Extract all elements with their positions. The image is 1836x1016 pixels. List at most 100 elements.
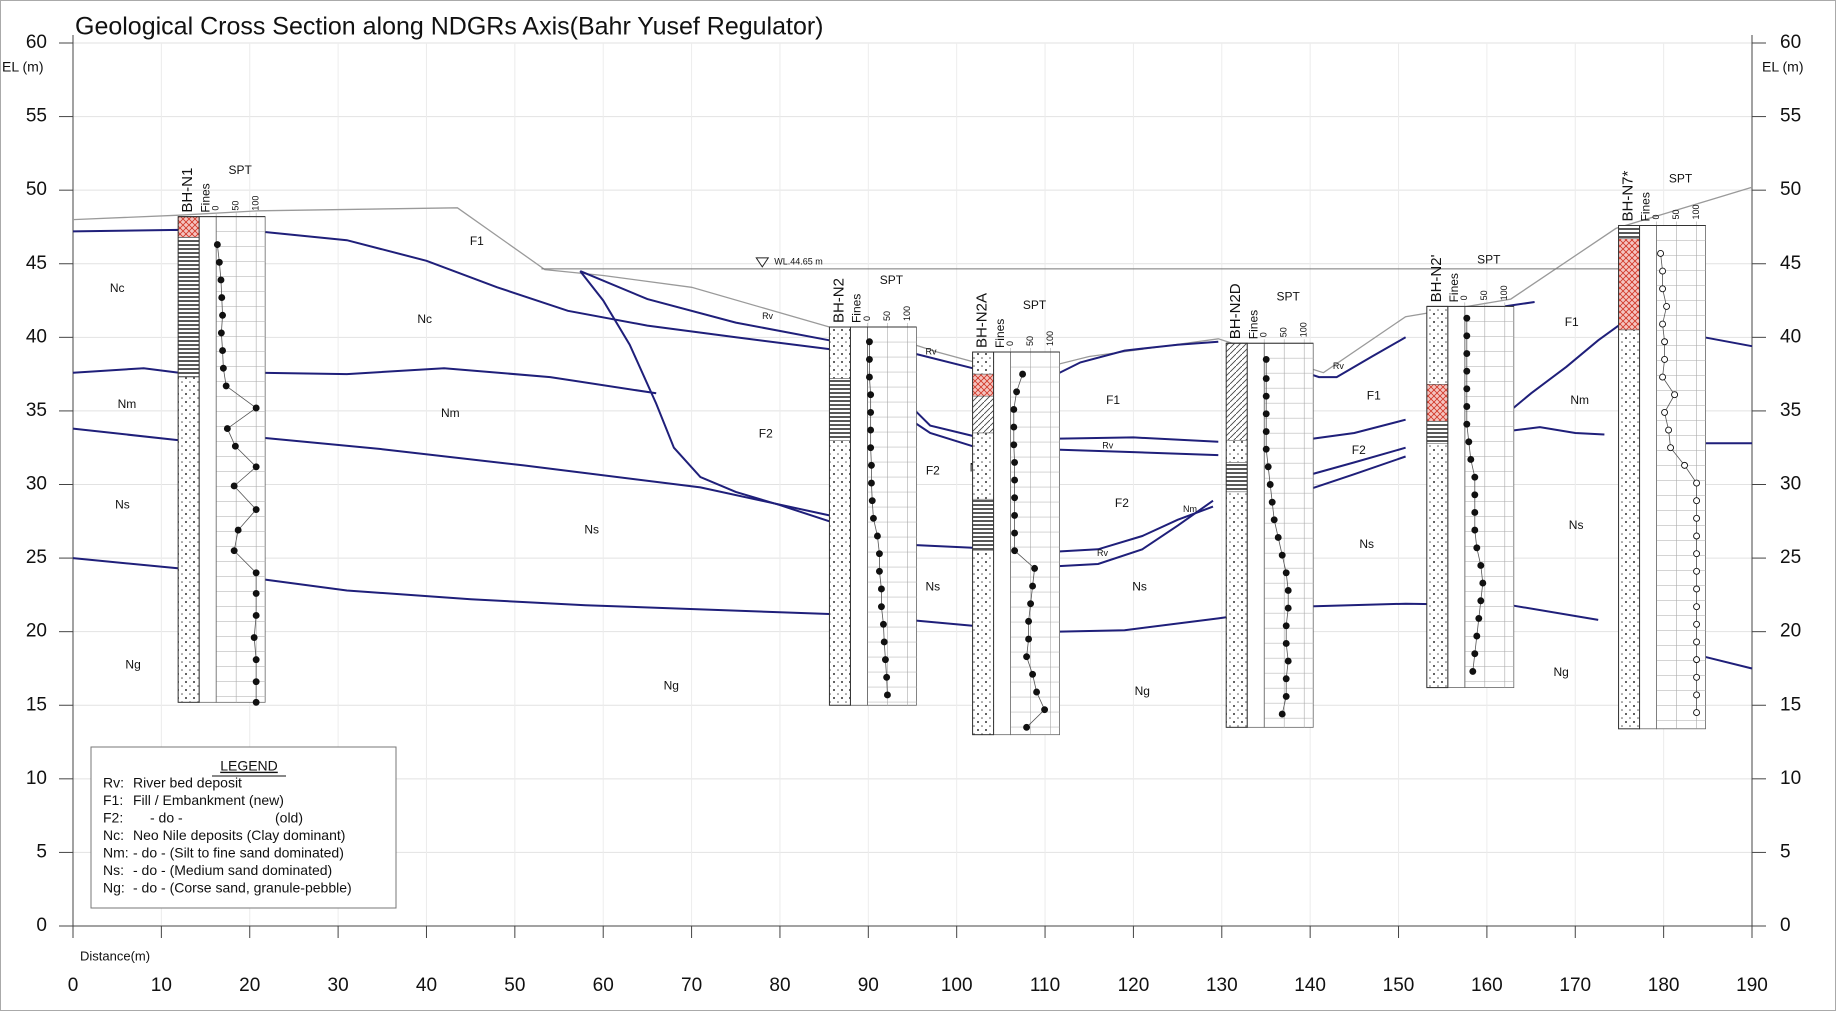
spt-point — [1267, 482, 1273, 488]
borehole: 050100BH-N2DFinesSPT — [1226, 283, 1313, 727]
log-layer — [178, 237, 199, 377]
layer-label: F2 — [926, 463, 940, 477]
x-tick-label: 20 — [239, 975, 260, 996]
borehole: 050100BH-N2FinesSPT — [829, 273, 916, 705]
spt-point — [1263, 356, 1269, 362]
spt-point — [1480, 580, 1486, 586]
spt-point — [1263, 429, 1269, 435]
y2-tick-label: 45 — [1780, 253, 1801, 274]
spt-point — [868, 480, 874, 486]
y2-tick-label: 30 — [1780, 474, 1801, 495]
fines-column — [1247, 343, 1264, 727]
spt-point — [253, 699, 259, 705]
borehole-name: BH-N2A — [974, 293, 991, 348]
spt-point — [1682, 462, 1688, 468]
spt-point — [876, 551, 882, 557]
spt-point — [1028, 601, 1034, 607]
spt-point — [1660, 374, 1666, 380]
spt-point — [253, 570, 259, 576]
x-tick-label: 50 — [504, 975, 525, 996]
fines-label: Fines — [198, 183, 212, 212]
y-tick-label: 50 — [26, 179, 47, 200]
spt-point — [1030, 583, 1036, 589]
y2-tick-label: 40 — [1780, 326, 1801, 347]
y2-tick-label: 15 — [1780, 694, 1801, 715]
spt-point — [1012, 495, 1018, 501]
x-axis-label: Distance(m) — [80, 948, 150, 963]
spt-panel — [216, 217, 265, 703]
spt-point — [1283, 640, 1289, 646]
spt-point — [1279, 552, 1285, 558]
x-tick-label: 160 — [1471, 975, 1503, 996]
spt-point — [223, 383, 229, 389]
spt-point — [1275, 534, 1281, 540]
y-tick-label: 40 — [26, 326, 47, 347]
y-tick-label: 45 — [26, 253, 47, 274]
spt-point — [1694, 586, 1700, 592]
spt-point — [868, 462, 874, 468]
layer-label: Ns — [1359, 537, 1374, 551]
spt-point — [1279, 711, 1285, 717]
spt-point — [1694, 480, 1700, 486]
layer-label: Nc — [110, 281, 125, 295]
y2-tick-label: 55 — [1780, 106, 1801, 127]
layer-label: Ns — [115, 497, 130, 511]
spt-point — [253, 612, 259, 618]
spt-point — [1660, 268, 1666, 274]
spt-point — [1012, 477, 1018, 483]
spt-point — [1472, 509, 1478, 515]
spt-point — [868, 392, 874, 398]
layer-label: F2 — [1352, 443, 1366, 457]
spt-point — [220, 312, 226, 318]
layer-label: Ns — [1132, 580, 1147, 594]
layer-label: Ng — [664, 678, 679, 692]
spt-point — [1662, 409, 1668, 415]
y2-axis-label: EL (m) — [1762, 59, 1803, 75]
spt-point — [1662, 339, 1668, 345]
x-tick-label: 80 — [769, 975, 790, 996]
fines-label: Fines — [1639, 192, 1653, 221]
layer-label: Nm — [441, 406, 460, 420]
spt-point — [1694, 604, 1700, 610]
borehole-name: BH-N2' — [1428, 254, 1445, 302]
spt-point — [868, 445, 874, 451]
fines-column — [850, 327, 867, 705]
spt-point — [884, 674, 890, 680]
spt-point — [1026, 636, 1032, 642]
spt-point — [219, 295, 225, 301]
y2-tick-label: 50 — [1780, 179, 1801, 200]
borehole-name: BH-N2 — [830, 278, 847, 323]
spt-tick-label: 50 — [231, 201, 241, 211]
spt-point — [220, 365, 226, 371]
log-layer — [829, 379, 850, 441]
spt-label: SPT — [1669, 172, 1693, 186]
x-tick-label: 180 — [1648, 975, 1680, 996]
y-tick-label: 30 — [26, 474, 47, 495]
x-tick-label: 10 — [151, 975, 172, 996]
log-layer — [1427, 421, 1448, 443]
spt-point — [878, 604, 884, 610]
layer-label: F1 — [1106, 393, 1120, 407]
y-tick-label: 0 — [36, 915, 47, 936]
spt-point — [220, 348, 226, 354]
spt-point — [1034, 689, 1040, 695]
fines-column — [1448, 306, 1465, 687]
spt-point — [253, 464, 259, 470]
spt-point — [235, 527, 241, 533]
spt-point — [253, 405, 259, 411]
spt-point — [880, 621, 886, 627]
spt-point — [1694, 639, 1700, 645]
spt-point — [1664, 303, 1670, 309]
spt-point — [882, 657, 888, 663]
spt-point — [1285, 587, 1291, 593]
spt-point — [1694, 533, 1700, 539]
log-layer — [1427, 306, 1448, 384]
spt-point — [870, 515, 876, 521]
spt-point — [1012, 512, 1018, 518]
layer-label: F1 — [1565, 315, 1579, 329]
y-tick-label: 55 — [26, 106, 47, 127]
layer-label: F2 — [1115, 496, 1129, 510]
spt-point — [1660, 286, 1666, 292]
spt-point — [874, 533, 880, 539]
log-layer — [1226, 492, 1247, 727]
